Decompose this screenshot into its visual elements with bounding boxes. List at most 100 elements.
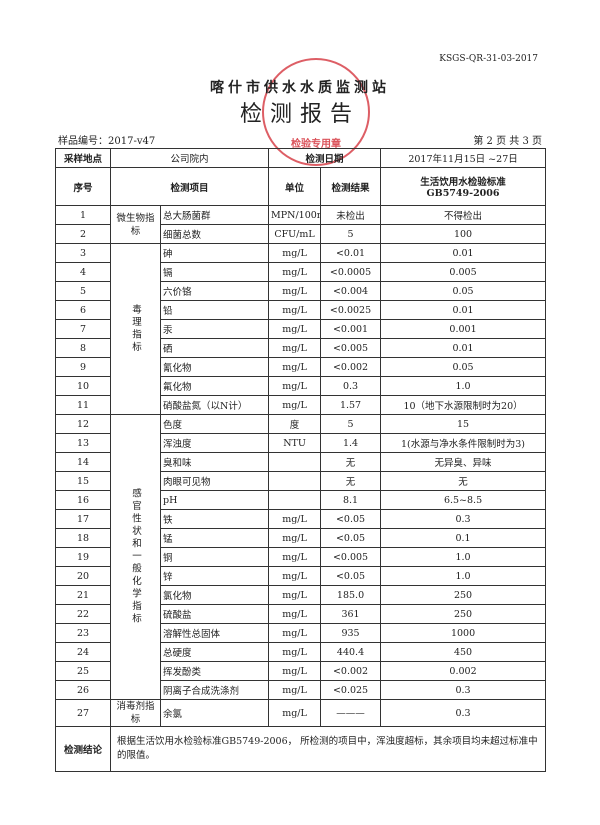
result: <0.01 <box>320 243 382 263</box>
item: 硫酸盐 <box>159 604 270 624</box>
row-no: 18 <box>55 528 111 548</box>
table-row: 检测结论 根据生活饮用水检验标准GB5749-2006， 所检测的项目中，浑浊度超… <box>55 726 547 772</box>
unit: mg/L <box>268 585 322 605</box>
row-no: 12 <box>55 414 111 434</box>
item: 铁 <box>159 509 270 529</box>
col-result: 检测结果 <box>320 167 382 206</box>
result: ——— <box>320 699 382 727</box>
unit: mg/L <box>268 319 322 339</box>
result: 8.1 <box>320 490 382 510</box>
standard: 0.01 <box>380 300 547 320</box>
standard: 不得检出 <box>380 205 547 225</box>
result: <0.005 <box>320 338 382 358</box>
unit: mg/L <box>268 699 322 727</box>
standard: 0.05 <box>380 357 547 377</box>
result: 935 <box>320 623 382 643</box>
standard: 15 <box>380 414 547 434</box>
standard: 1000 <box>380 623 547 643</box>
col-standard: 生活饮用水检验标准 GB5749-2006 <box>380 167 547 206</box>
item: 汞 <box>159 319 270 339</box>
table-row: 4 镉 mg/L <0.0005 0.005 <box>55 262 547 282</box>
report-table: 采样地点 公司院内 检测日期 2017年11月15日 ~27日 序号 检测项目 单位 检测结果… <box>55 148 547 772</box>
standard: 100 <box>380 224 547 244</box>
unit <box>268 471 322 491</box>
standard: 6.5~8.5 <box>380 490 547 510</box>
unit: mg/L <box>268 509 322 529</box>
standard: 0.002 <box>380 661 547 681</box>
result: <0.001 <box>320 319 382 339</box>
row-no: 21 <box>55 585 111 605</box>
table-row: 12 感官性状和一般化学指标 色度度 5 15 <box>55 414 547 700</box>
item: 氰化物 <box>159 357 270 377</box>
item: 氯化物 <box>159 585 270 605</box>
result: <0.0005 <box>320 262 382 282</box>
org-name: 喀什市供水水质监测站 <box>210 80 390 96</box>
standard: 0.1 <box>380 528 547 548</box>
unit: NTU <box>268 433 322 453</box>
result: <0.05 <box>320 509 382 529</box>
unit: mg/L <box>268 566 322 586</box>
standard: 0.01 <box>380 243 547 263</box>
unit: mg/L <box>268 357 322 377</box>
unit: MPN/100mL <box>268 205 322 225</box>
unit: mg/L <box>268 243 322 263</box>
row-no: 17 <box>55 509 111 529</box>
table-row: 11 硝酸盐氮（以N计） mg/L 1.57 10（地下水源限制时为20） <box>55 395 547 415</box>
standard: 10（地下水源限制时为20） <box>380 395 547 415</box>
unit: mg/L <box>268 281 322 301</box>
item: 总大肠菌群 <box>159 205 270 225</box>
item: 锌 <box>159 566 270 586</box>
sample-no: 样品编号：2017-v47 <box>58 136 156 147</box>
site: 公司院内 <box>109 148 270 168</box>
unit: 度 <box>268 414 322 434</box>
unit <box>268 490 322 510</box>
table-row: 7 汞 mg/L <0.001 0.001 <box>55 319 547 339</box>
row-no: 9 <box>55 357 111 377</box>
stamp-text: 检验专用章 <box>291 139 341 150</box>
result: <0.002 <box>320 661 382 681</box>
item: 挥发酚类 <box>159 661 270 681</box>
table-row: 20 锌 mg/L <0.05 1.0 <box>55 566 547 586</box>
table-row: 9 氰化物 mg/L <0.002 0.05 <box>55 357 547 377</box>
item: 臭和味 <box>159 452 270 472</box>
row-no: 10 <box>55 376 111 396</box>
item: 锰 <box>159 528 270 548</box>
table-row: 8 硒 mg/L <0.005 0.01 <box>55 338 547 358</box>
report-title: 检测报告 <box>239 102 360 127</box>
group-label: 感官性状和一般化学指标 <box>110 414 161 700</box>
item: 肉眼可见物 <box>159 471 270 491</box>
table-row: 15 肉眼可见物 无无 <box>55 471 547 491</box>
standard: 1(水源与净水条件限制时为3) <box>380 433 547 453</box>
result: 440.4 <box>320 642 382 662</box>
unit: mg/L <box>268 661 322 681</box>
item: pH <box>159 490 270 510</box>
unit: mg/L <box>268 300 322 320</box>
group-label: 微生物指标 <box>110 205 161 244</box>
item: 六价铬 <box>159 281 270 301</box>
standard: 0.3 <box>380 680 547 700</box>
col-item: 检测项目 <box>109 167 270 206</box>
standard: 无 <box>380 471 547 491</box>
result: 无 <box>320 471 382 491</box>
standard: 1.0 <box>380 566 547 586</box>
result: 1.57 <box>320 395 382 415</box>
standard: 0.05 <box>380 281 547 301</box>
conclusion-text: 根据生活饮用水检验标准GB5749-2006， 所检测的项目中，浑浊度超标，其余… <box>109 726 547 772</box>
doc-code: KSGS-QR-31-03-2017 <box>439 54 538 64</box>
unit: mg/L <box>268 642 322 662</box>
row-no: 20 <box>55 566 111 586</box>
row-no: 22 <box>55 604 111 624</box>
standard: 0.001 <box>380 319 547 339</box>
col-unit: 单位 <box>268 167 322 206</box>
unit: mg/L <box>268 604 322 624</box>
standard: 250 <box>380 604 547 624</box>
col-no: 序号 <box>55 167 111 206</box>
table-row: 13 浑浊度 NTU 1.4 1(水源与净水条件限制时为3) <box>55 433 547 453</box>
item: 硒 <box>159 338 270 358</box>
result: <0.025 <box>320 680 382 700</box>
row-no: 16 <box>55 490 111 510</box>
result: 361 <box>320 604 382 624</box>
table-row: 24 总硬度 mg/L 440.4 450 <box>55 642 547 662</box>
conclusion-label: 检测结论 <box>55 726 111 772</box>
result: <0.05 <box>320 528 382 548</box>
